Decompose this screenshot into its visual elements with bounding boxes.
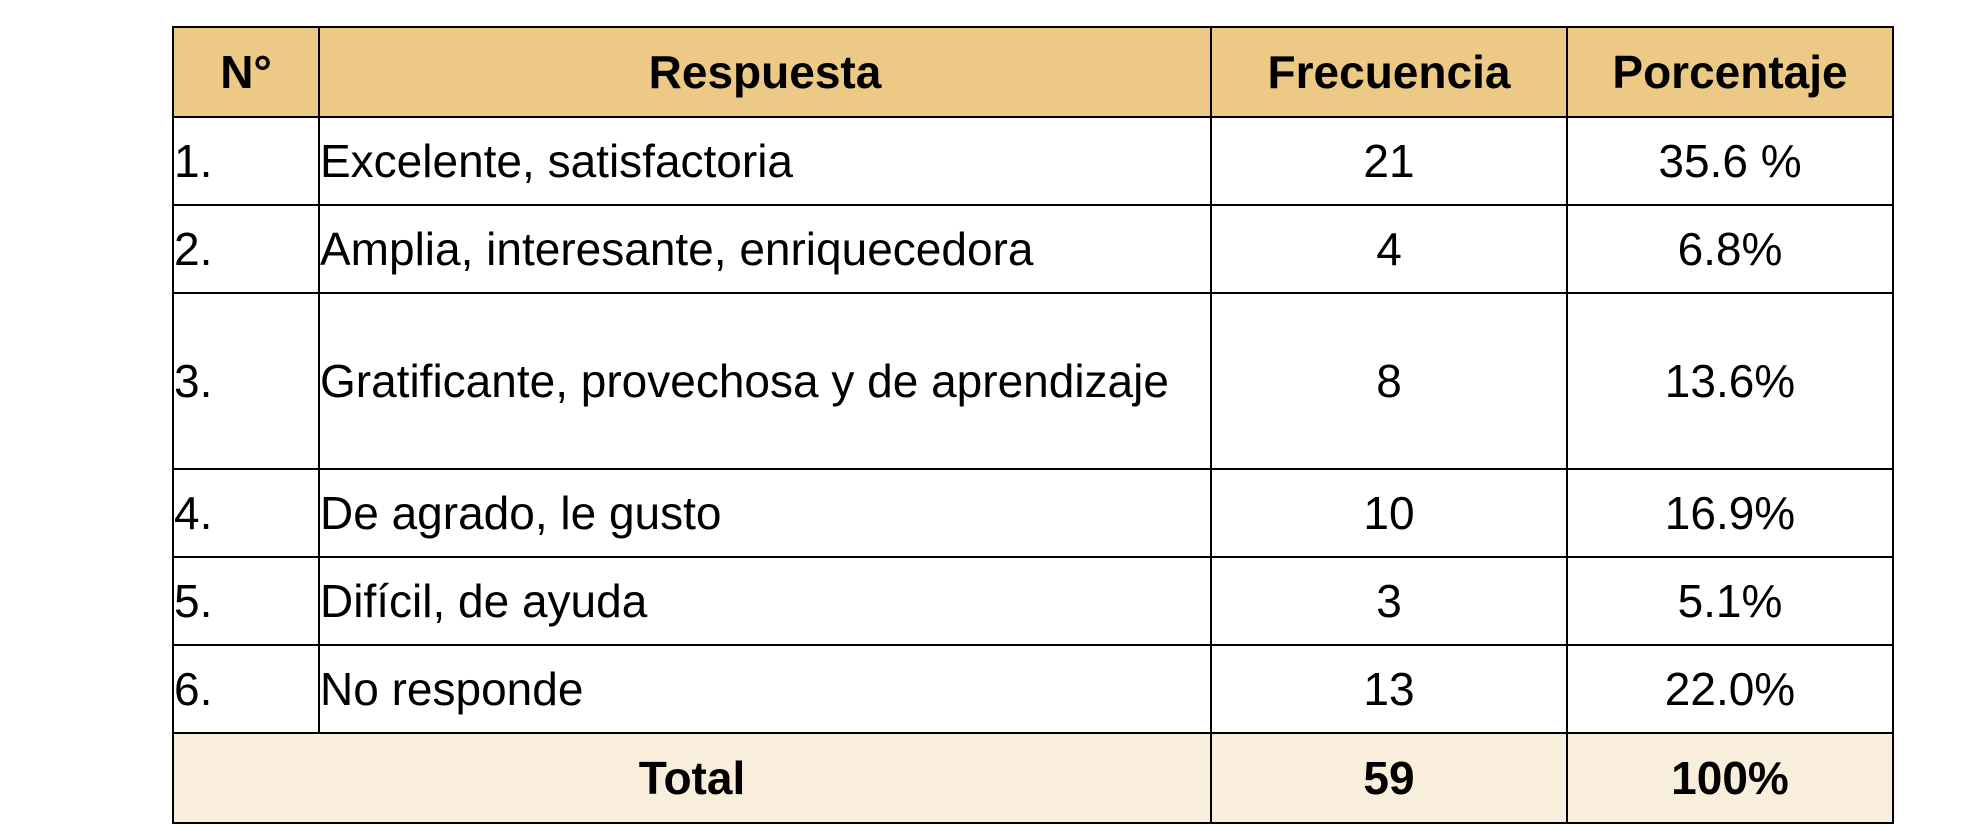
table-row: 1. Excelente, satisfactoria 21 35.6 %: [172, 116, 1894, 206]
row-percentage: 16.9%: [1566, 468, 1894, 558]
row-percentage: 22.0%: [1566, 644, 1894, 734]
row-frequency: 4: [1210, 204, 1568, 294]
row-number: 6.: [172, 644, 320, 734]
response-frequency-table: N° Respuesta Frecuencia Porcentaje 1. Ex…: [172, 26, 1894, 824]
header-respuesta: Respuesta: [318, 26, 1212, 118]
total-frequency: 59: [1210, 732, 1568, 824]
row-frequency: 13: [1210, 644, 1568, 734]
total-label: Total: [172, 732, 1212, 824]
table-header-row: N° Respuesta Frecuencia Porcentaje: [172, 26, 1894, 118]
table-total-row: Total 59 100%: [172, 732, 1894, 824]
row-response: De agrado, le gusto: [318, 468, 1212, 558]
row-frequency: 8: [1210, 292, 1568, 470]
row-percentage: 35.6 %: [1566, 116, 1894, 206]
row-number: 2.: [172, 204, 320, 294]
table-row: 5. Difícil, de ayuda 3 5.1%: [172, 556, 1894, 646]
row-frequency: 10: [1210, 468, 1568, 558]
header-frecuencia: Frecuencia: [1210, 26, 1568, 118]
header-porcentaje: Porcentaje: [1566, 26, 1894, 118]
table-row: 2. Amplia, interesante, enriquecedora 4 …: [172, 204, 1894, 294]
total-percentage: 100%: [1566, 732, 1894, 824]
row-frequency: 21: [1210, 116, 1568, 206]
table-row: 3. Gratificante, provechosa y de aprendi…: [172, 292, 1894, 470]
row-frequency: 3: [1210, 556, 1568, 646]
row-response: Gratificante, provechosa y de aprendizaj…: [318, 292, 1212, 470]
table-row: 4. De agrado, le gusto 10 16.9%: [172, 468, 1894, 558]
row-percentage: 5.1%: [1566, 556, 1894, 646]
row-response: Amplia, interesante, enriquecedora: [318, 204, 1212, 294]
table-row: 6. No responde 13 22.0%: [172, 644, 1894, 734]
row-response: Difícil, de ayuda: [318, 556, 1212, 646]
row-number: 3.: [172, 292, 320, 470]
row-number: 5.: [172, 556, 320, 646]
row-number: 4.: [172, 468, 320, 558]
row-number: 1.: [172, 116, 320, 206]
header-num: N°: [172, 26, 320, 118]
row-response: Excelente, satisfactoria: [318, 116, 1212, 206]
row-percentage: 13.6%: [1566, 292, 1894, 470]
row-response: No responde: [318, 644, 1212, 734]
row-percentage: 6.8%: [1566, 204, 1894, 294]
